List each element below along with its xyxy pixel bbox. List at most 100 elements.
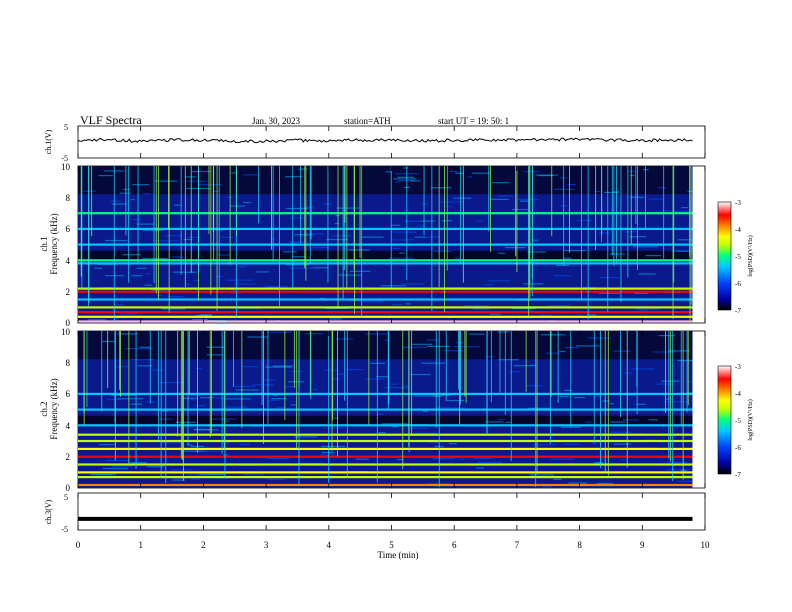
ch1-spectrogram-band-0.7khz xyxy=(78,311,693,314)
ch1-spectrogram-speckle xyxy=(453,197,472,199)
ch1-spectrogram-speckle xyxy=(154,180,178,182)
ch1-spectrogram-sferic xyxy=(153,166,155,283)
ch1-spectrogram-speckle xyxy=(629,175,635,177)
ch1-spectrogram-speckle xyxy=(172,256,184,258)
time-axis: 0 1 2 3 4 5 6 7 8 9 10 xyxy=(76,126,710,550)
ch1-spectrogram-speckle xyxy=(560,205,569,207)
ch1-spectrogram-speckle xyxy=(399,252,405,254)
ch2-spectrogram-speckle xyxy=(312,388,318,390)
ch2-spectrogram-sferic xyxy=(86,331,88,407)
ch2-spectrogram-sferic xyxy=(510,331,512,462)
ch1-spectrogram-speckle xyxy=(471,172,491,174)
ch1-spectrogram-band-2khz xyxy=(78,290,693,293)
ch2-spectrogram-speckle xyxy=(563,443,580,445)
ch2-spectrogram-speckle xyxy=(265,366,292,368)
ch1-ytick-bottom: -5 xyxy=(61,154,68,163)
ch1-spectrogram-speckle xyxy=(567,184,576,186)
ch1-spectrogram-sferic xyxy=(113,166,115,322)
ch1-spectrogram-speckle xyxy=(392,247,401,249)
ch1-spectrogram-speckle xyxy=(467,176,472,178)
ch2-spectrogram-speckle xyxy=(376,376,389,378)
ch1-ytick-top: 5 xyxy=(64,123,68,132)
ch1-spectrogram-speckle xyxy=(192,170,211,173)
ch2-spectrogram-speckle xyxy=(498,359,519,361)
ch1-spectrogram-sferic xyxy=(190,166,192,273)
ch1-spectrogram-speckle xyxy=(421,203,428,205)
ch2-spectrogram-speckle xyxy=(411,343,433,345)
ch1-spectrogram-sferic xyxy=(305,166,307,281)
ch1-spectrogram-speckle xyxy=(427,236,439,238)
ch1-spectrogram-speckle xyxy=(416,225,428,227)
ch1-spectrogram-speckle xyxy=(334,223,340,225)
ch2-spectrogram-speckle xyxy=(117,333,138,335)
ch2-spectrogram-speckle xyxy=(413,395,438,397)
ch2-spectrogram-speckle xyxy=(200,397,214,399)
ch2-spectrogram-speckle xyxy=(206,346,224,348)
ch1-spectrogram-sferic xyxy=(690,166,692,305)
ch1-spectrogram-speckle xyxy=(212,230,224,232)
ch1-spectrogram-speckle xyxy=(444,205,452,208)
ch2-spectrogram-sferic xyxy=(211,331,212,434)
ch2-spectrogram-panel: 0 2 4 6 8 10 ch.2 Frequency (kHz) xyxy=(39,327,706,493)
ch2-ytick-2: 2 xyxy=(66,452,71,462)
ch1-spectrogram-sferic xyxy=(343,166,345,270)
ch1-spectrogram-sferic xyxy=(689,166,691,321)
ch2-spectrogram-sferic xyxy=(344,331,346,401)
ch1-spectrogram-speckle xyxy=(132,218,142,221)
ch1-ytick-0: 0 xyxy=(66,318,71,328)
ch1-spectrogram-speckle xyxy=(105,239,128,242)
ch2-spectrogram-speckle xyxy=(90,473,116,476)
ch2-spectrogram-sferic xyxy=(535,331,537,488)
ch1-spectrogram-sferic xyxy=(125,166,127,236)
ch2-spectrogram-image xyxy=(78,331,693,488)
ch1-spectrogram-sferic xyxy=(673,166,675,283)
ch2-spectrogram-speckle xyxy=(677,359,693,362)
start-time-label: start UT = 19: 50: 1 xyxy=(438,116,509,126)
time-tick-label-8: 8 xyxy=(577,540,582,550)
ch1-spectrogram-speckle xyxy=(491,182,510,184)
ch2-spectrogram-sferic xyxy=(261,331,263,405)
ch2-spectrogram-band-1khz xyxy=(78,471,693,474)
ch1-spectrogram-sferic xyxy=(155,166,157,294)
ch2-spectrogram-sferic xyxy=(636,331,638,387)
ch1-spectrogram-speckle xyxy=(390,224,401,226)
ch2-spectrogram-speckle xyxy=(333,417,339,419)
ch2-spectrogram-speckle xyxy=(574,397,585,399)
ch1-spectrogram-speckle xyxy=(675,250,693,252)
ch2-spectrogram-sferic xyxy=(525,331,527,392)
ch2-spectrogram-sferic xyxy=(177,331,179,437)
ch1-spectrogram-sferic xyxy=(137,166,139,263)
ch2-spectrogram-speckle xyxy=(319,454,336,456)
ch1-spectrogram-speckle xyxy=(534,261,539,263)
ch2-spectrogram-speckle xyxy=(648,419,658,421)
ch1-spectrogram-sferic xyxy=(601,166,603,236)
ch2-spectrogram-speckle xyxy=(125,348,152,350)
ch1-spectrogram-sferic xyxy=(627,166,629,278)
ch2-spectrogram-sferic xyxy=(669,331,671,462)
ch2-spectrogram-speckle xyxy=(355,458,369,460)
ch1-spectrogram-speckle xyxy=(174,204,181,206)
ch1-spectrogram-speckle xyxy=(289,217,306,219)
ch1-spectrogram-speckle xyxy=(193,279,200,281)
ch2-spectrogram-sferic xyxy=(536,331,538,475)
ch2-spectrogram-speckle xyxy=(320,445,346,447)
ch1-spectrogram-sferic xyxy=(272,166,274,262)
ch1-spectrogram-sferic xyxy=(359,166,361,258)
ch1-spectrogram-speckle xyxy=(161,308,186,310)
figure-title: VLF Spectra xyxy=(80,113,142,127)
ch1-spectrogram-speckle xyxy=(390,239,415,241)
ch2-spectrogram-sferic xyxy=(241,331,243,429)
ch2-spectrogram-speckle xyxy=(636,403,646,405)
ch2-spectrogram-sferic xyxy=(486,331,488,434)
ch2-spectrogram-speckle xyxy=(448,443,457,445)
ch1-spectrogram-sferic xyxy=(563,166,565,266)
time-tick-label-2: 2 xyxy=(201,540,206,550)
ch1-spectrogram-speckle xyxy=(220,236,234,238)
ch1-spectrogram-speckle xyxy=(154,240,180,242)
ch2-spectrogram-speckle xyxy=(409,427,428,429)
ch2-spectrogram-speckle xyxy=(130,403,143,405)
ch2-spectrogram-speckle xyxy=(613,350,631,352)
ch2-spectrogram-speckle xyxy=(666,469,691,471)
ch2-spectrogram-speckle xyxy=(284,386,297,388)
ch2-spectrogram-speckle xyxy=(396,459,404,461)
